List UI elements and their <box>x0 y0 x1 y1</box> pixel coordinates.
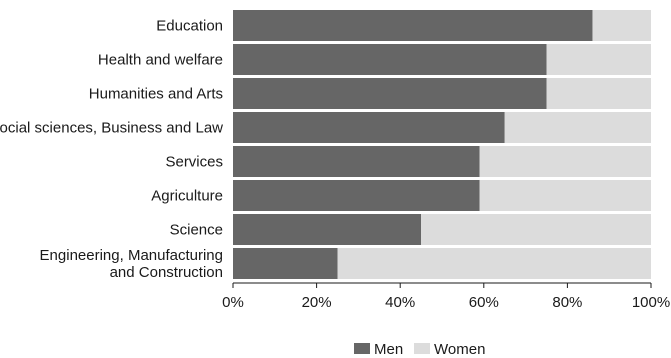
x-tick-label: 0% <box>222 294 244 311</box>
category-label: and Construction <box>110 264 223 281</box>
bar-men-6 <box>233 214 422 245</box>
legend-label-men: Men <box>374 341 403 358</box>
bar-women-0 <box>592 10 651 41</box>
x-tick-label: 100% <box>632 294 670 311</box>
category-label: Education <box>156 18 223 35</box>
bar-women-5 <box>479 180 651 211</box>
bar-men-2 <box>233 78 547 109</box>
x-tick-label: 60% <box>469 294 499 311</box>
category-label: Services <box>165 154 223 171</box>
x-axis: 0% 20% 40% 60% 80% 100% <box>222 282 670 311</box>
legend: Men Women <box>354 341 485 358</box>
category-labels: Education Health and welfare Humanities an… <box>0 18 223 282</box>
bar-women-2 <box>546 78 651 109</box>
legend-swatch-women <box>414 343 430 354</box>
x-tick-label: 20% <box>302 294 332 311</box>
legend-swatch-men <box>354 343 370 354</box>
category-label: Humanities and Arts <box>89 86 223 103</box>
x-tick-label: 80% <box>552 294 582 311</box>
category-label: Science <box>170 222 223 239</box>
bars-group <box>233 10 651 279</box>
bar-women-4 <box>479 146 651 177</box>
category-label: Engineering, Manufacturing <box>40 247 223 264</box>
x-tick-label: 40% <box>385 294 415 311</box>
category-label: Agriculture <box>151 188 223 205</box>
bar-men-7 <box>233 248 338 279</box>
bar-women-3 <box>504 112 651 143</box>
bar-women-1 <box>546 44 651 75</box>
bar-men-3 <box>233 112 505 143</box>
legend-label-women: Women <box>434 341 485 358</box>
category-label: Social sciences, Business and Law <box>0 120 223 137</box>
bar-women-6 <box>421 214 651 245</box>
bar-men-5 <box>233 180 480 211</box>
bar-men-1 <box>233 44 547 75</box>
bar-men-0 <box>233 10 593 41</box>
bar-men-4 <box>233 146 480 177</box>
bar-women-7 <box>337 248 651 279</box>
category-label: Health and welfare <box>98 52 223 69</box>
